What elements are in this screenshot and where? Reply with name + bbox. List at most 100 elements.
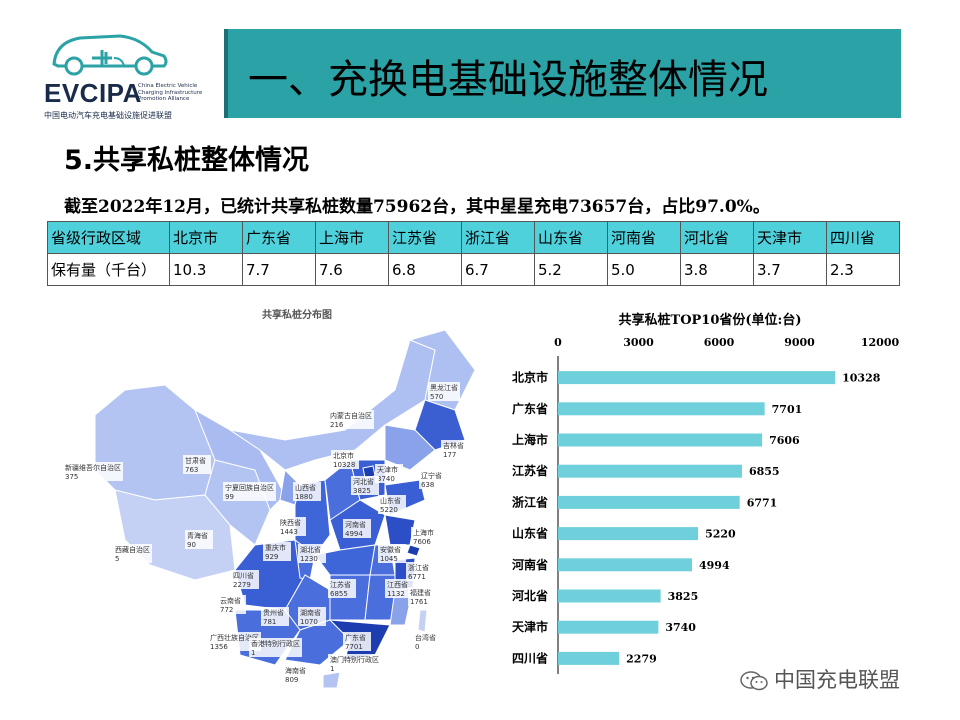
- map-label-value: 570: [430, 393, 443, 401]
- table-cell: 2.3: [826, 253, 900, 286]
- section-subtitle: 5.共享私桩整体情况: [64, 145, 310, 176]
- table-cell: 天津市: [753, 221, 827, 254]
- x-tick-label: 3000: [623, 336, 654, 349]
- map-label-name: 江西省: [387, 580, 408, 589]
- map-label-bg: [328, 579, 356, 598]
- page-title: 一、充换电基础设施整体情况: [248, 57, 768, 103]
- map-label-bg: [378, 495, 406, 514]
- map-label-name: 内蒙古自治区: [330, 411, 372, 420]
- map-label-bg: [183, 455, 211, 474]
- table-cell: 山东省: [534, 221, 608, 254]
- summary-text: 截至2022年12月，已统计共享私桩数量75962台，其中星星充电73657台，…: [64, 197, 770, 217]
- table-cell: 广东省: [242, 221, 316, 254]
- bar: [558, 433, 763, 447]
- map-region-shanghai: [406, 544, 421, 557]
- wechat-watermark: 中国充电联盟: [740, 664, 900, 694]
- category-label: 河北省: [511, 588, 548, 603]
- map-label-name: 北京市: [333, 451, 354, 460]
- map-label-bg: [218, 595, 246, 614]
- map-region-hubei: [314, 544, 376, 576]
- table-cell: 5.2: [534, 253, 608, 286]
- category-label: 河南省: [511, 557, 548, 572]
- map-label-value: 5: [115, 555, 119, 563]
- map-label-name: 河北省: [353, 477, 374, 486]
- map-label-name: 宁夏回族自治区: [225, 483, 274, 492]
- map-label-value: 1132: [387, 590, 405, 598]
- map-label-bg: [298, 607, 326, 626]
- map-label-bg: [63, 462, 123, 481]
- map-label-bg: [375, 464, 403, 483]
- map-label-bg: [328, 654, 381, 673]
- map-region-xinjiang: [94, 384, 216, 501]
- map-label-bg: [413, 632, 441, 651]
- chart-title: 共享私桩TOP10省份(单位:台): [619, 312, 802, 328]
- chart-bars: 北京市 10328 广东省 7701 上海市 7606 江苏省 6855 浙江省 6771 山东省 5…: [511, 370, 881, 666]
- map-label-name: 安徽省: [380, 545, 401, 554]
- bar-value-label: 7606: [769, 434, 800, 447]
- table-header-row: 省级行政区域 北京市 广东省 上海市 江苏省 浙江省 山东省 河南省 河北省 天…: [47, 221, 900, 254]
- bar-value-label: 6771: [747, 496, 778, 509]
- table-cell: 河北省: [680, 221, 754, 254]
- map-label-bg: [223, 482, 276, 501]
- bar: [558, 589, 661, 603]
- bar: [558, 371, 836, 385]
- evcipa-logo: EVCIPA China Electric Vehicle Charging I…: [40, 28, 210, 128]
- bar: [558, 527, 699, 541]
- map-label-name: 四川省: [233, 571, 254, 580]
- map-label-bg: [113, 544, 152, 563]
- map-label-value: 3825: [353, 487, 371, 495]
- map-label-bg: [378, 544, 406, 563]
- table-cell: 7.6: [315, 253, 389, 286]
- map-label-name: 天津市: [377, 465, 398, 474]
- map-label-name: 澳门特别行政区: [330, 655, 379, 664]
- map-label-value: 7606: [413, 538, 431, 546]
- watermark-text: 中国充电联盟: [774, 668, 900, 692]
- category-label: 上海市: [512, 432, 548, 447]
- bar-value-label: 7701: [772, 403, 803, 416]
- map-region-hainan: [322, 671, 341, 689]
- map-label-value: 781: [263, 618, 276, 626]
- map-label-name: 湖北省: [300, 545, 321, 554]
- bar-value-label: 10328: [842, 372, 881, 385]
- bar: [558, 495, 740, 509]
- table-cell: 6.8: [388, 253, 462, 286]
- logo-cn-name: 中国电动汽车充电基础设施促进联盟: [44, 111, 172, 120]
- category-label: 浙江省: [512, 494, 548, 509]
- map-label-bg: [231, 570, 259, 589]
- bar: [558, 558, 693, 572]
- map-label-value: 375: [65, 473, 78, 481]
- map-label-value: 1761: [410, 598, 428, 606]
- x-tick-label: 0: [554, 336, 562, 349]
- map-label-value: 99: [225, 493, 234, 501]
- map-label-value: 0: [415, 643, 419, 651]
- map-label-name: 重庆市: [265, 543, 286, 552]
- x-tick-label: 6000: [704, 336, 735, 349]
- map-label-name: 辽宁省: [421, 471, 442, 480]
- category-label: 四川省: [512, 650, 548, 665]
- map-label-name: 陕西省: [280, 518, 301, 527]
- map-label-bg: [263, 542, 291, 561]
- logo-brand: EVCIPA: [44, 78, 142, 108]
- table-cell: 江苏省: [388, 221, 462, 254]
- table-row-header: 保有量（千台）: [47, 253, 170, 286]
- map-label-value: 7701: [345, 643, 363, 651]
- chart-x-ticks: 0 3000 6000 9000 12000: [554, 336, 899, 349]
- map-label-value: 1070: [300, 618, 318, 626]
- map-label-name: 河南省: [345, 520, 366, 529]
- map-label-value: 1: [251, 649, 255, 657]
- map-label-name: 西藏自治区: [115, 545, 150, 554]
- table-cell: 10.3: [169, 253, 243, 286]
- map-region-taiwan: [417, 609, 428, 633]
- map-label-value: 638: [421, 481, 434, 489]
- bar-value-label: 6855: [749, 465, 780, 478]
- x-tick-label: 12000: [861, 336, 900, 349]
- map-label-bg: [343, 519, 371, 538]
- map-label-name: 上海市: [413, 528, 434, 537]
- map-label-name: 福建省: [410, 588, 431, 597]
- map-label-bg: [351, 476, 379, 495]
- map-label-name: 青海省: [187, 531, 208, 540]
- map-label-name: 黑龙江省: [430, 383, 458, 392]
- map-label-value: 1443: [280, 528, 298, 536]
